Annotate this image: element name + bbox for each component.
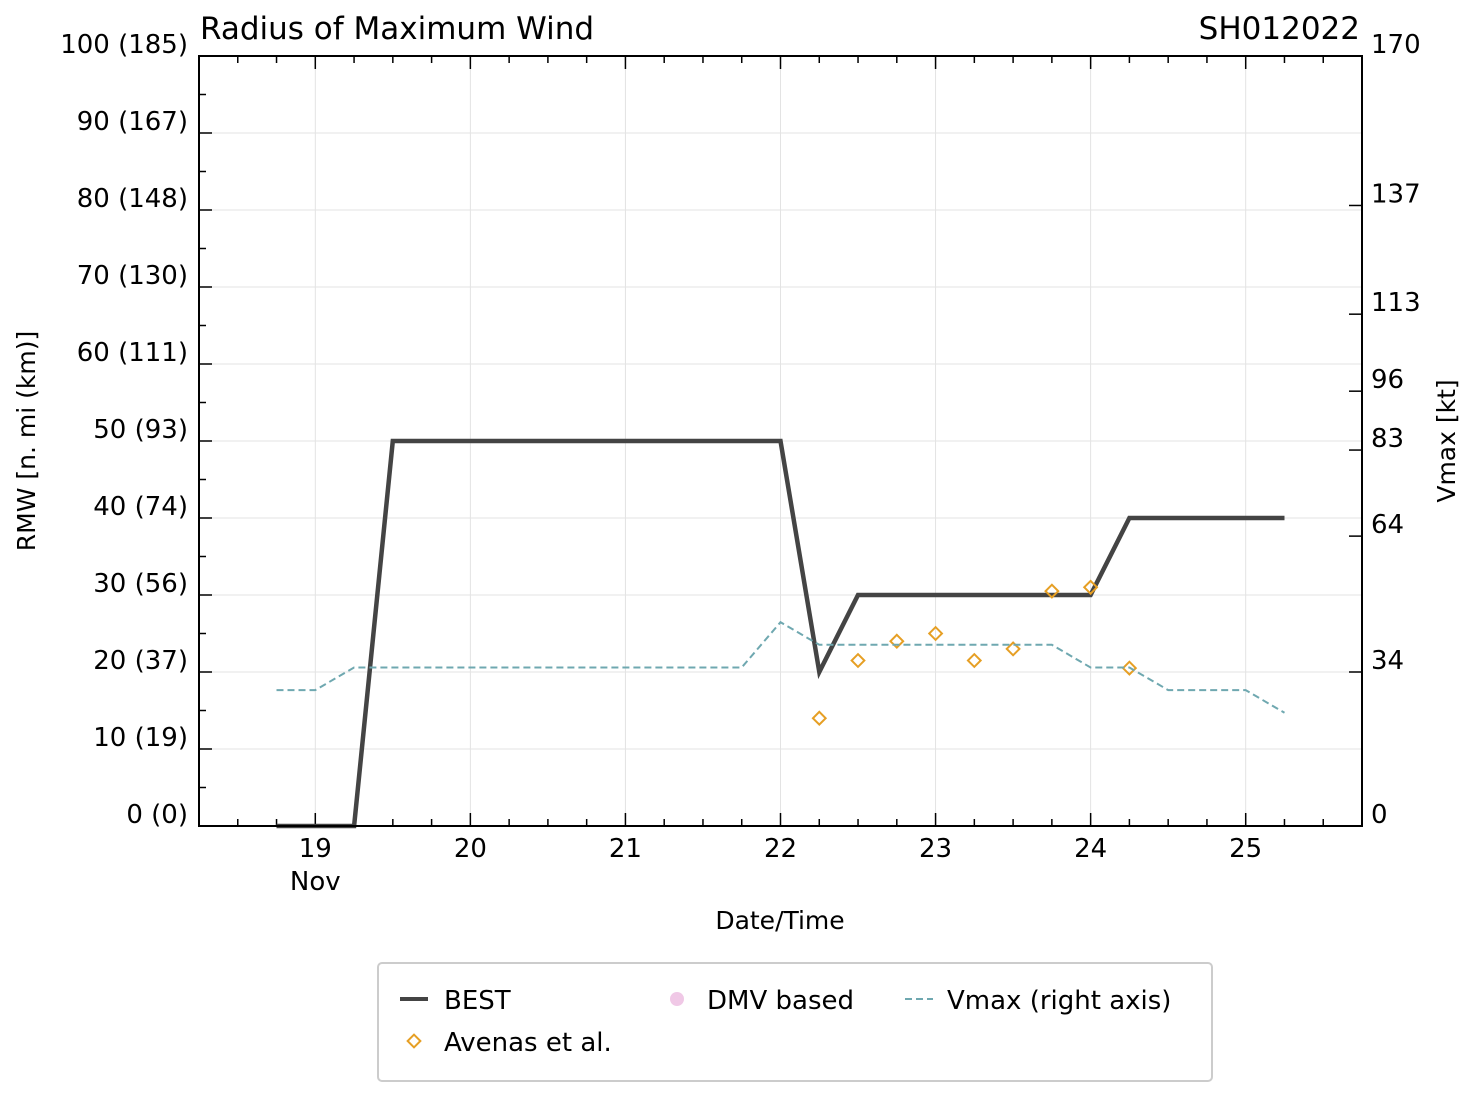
legend-best-label: BEST (444, 986, 511, 1016)
y2-axis-label: Vmax [kt] (1432, 379, 1461, 502)
avenas-point (1121, 660, 1138, 676)
legend-vmax-label: Vmax (right axis) (947, 986, 1171, 1016)
avenas-point (927, 625, 944, 642)
y2-tick-label: 170 (1371, 30, 1421, 60)
legend-avenas-swatch (406, 1033, 422, 1049)
plot-frame (198, 55, 1363, 827)
x-tick-label: 21 (609, 834, 642, 864)
y-tick-label: 90 (167) (77, 107, 188, 137)
y2-tick-label: 137 (1371, 179, 1421, 209)
y2-tick-label: 34 (1371, 646, 1404, 676)
y-tick-label: 100 (185) (60, 30, 188, 60)
legend-dmv-label: DMV based (707, 986, 854, 1016)
vmax-line (276, 620, 1286, 714)
y-tick-label: 50 (93) (93, 415, 188, 445)
x-tick-label: 24 (1074, 834, 1107, 864)
x-tick-label: 20 (454, 834, 487, 864)
legend-dmv-swatch (670, 992, 684, 1006)
y2-tick-label: 83 (1371, 424, 1404, 454)
legend-box (377, 962, 1213, 1082)
avenas-point (811, 710, 828, 726)
x-tick-sublabel: Nov (290, 867, 341, 897)
legend: BEST Avenas et al. DMV based Vmax (right… (377, 962, 1213, 1082)
y-tick-label: 40 (74) (93, 492, 188, 522)
best-line (276, 438, 1285, 829)
x-axis-label: Date/Time (715, 906, 844, 935)
y-tick-label: 10 (19) (93, 723, 188, 753)
y-axis-label: RMW [n. mi (km)] (12, 331, 41, 551)
y-tick-label: 0 (0) (126, 800, 188, 830)
x-tick-label: 19 (299, 834, 332, 864)
y2-tick-label: 113 (1371, 288, 1421, 318)
legend-avenas-label: Avenas et al. (444, 1028, 612, 1058)
x-tick-label: 22 (764, 834, 797, 864)
avenas-point (850, 652, 866, 669)
series (276, 438, 1286, 829)
storm-id: SH012022 (1199, 11, 1360, 47)
y2-tick-label: 96 (1371, 365, 1404, 395)
x-tick-label: 23 (919, 834, 952, 864)
avenas-point (966, 652, 983, 669)
avenas-point (1082, 579, 1099, 596)
avenas-point (1044, 583, 1060, 599)
y-tick-label: 70 (130) (77, 261, 188, 291)
y-tick-label: 60 (111) (77, 338, 188, 368)
x-tick-label: 25 (1229, 834, 1262, 864)
y2-tick-label: 0 (1371, 800, 1388, 830)
y2-tick-label: 64 (1371, 510, 1404, 540)
y-tick-label: 20 (37) (93, 646, 188, 676)
chart-title: Radius of Maximum Wind (200, 11, 594, 47)
y-tick-label: 80 (148) (77, 184, 188, 214)
y-tick-label: 30 (56) (93, 569, 188, 599)
